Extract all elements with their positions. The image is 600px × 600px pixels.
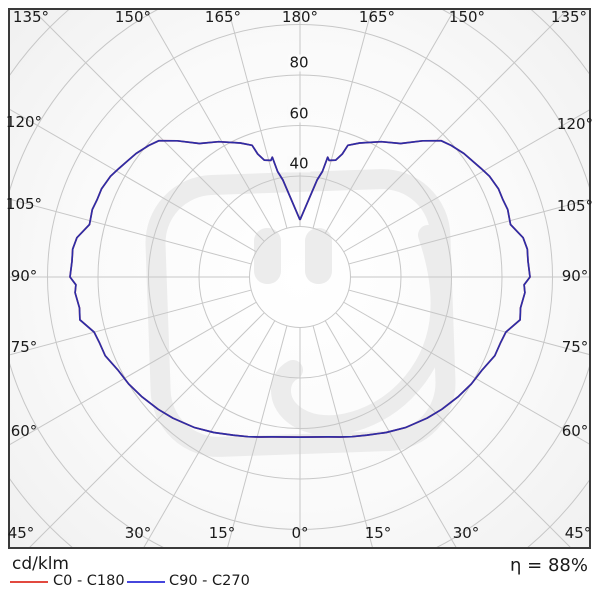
radial-tick-label-60: 60	[287, 104, 311, 122]
angle-label-right-0: 120°	[556, 115, 594, 133]
angle-label-top-3: 180°	[281, 8, 319, 26]
angle-label-top-4: 165°	[358, 8, 396, 26]
plot-frame	[8, 8, 591, 549]
angle-label-bottom-2: 15°	[208, 524, 236, 542]
legend-swatch-c90-c270	[127, 581, 165, 584]
angle-label-bottom-1: 30°	[124, 524, 152, 542]
curve-c90-c270	[69, 139, 531, 438]
angle-label-top-5: 150°	[448, 8, 486, 26]
angle-label-left-2: 90°	[10, 267, 38, 285]
angle-label-bottom-6: 45°	[564, 524, 592, 542]
legend-label-c0-c180: C0 - C180	[53, 573, 125, 589]
angle-label-top-0: 135°	[12, 8, 50, 26]
radial-tick-label-80: 80	[287, 53, 311, 72]
angle-label-left-3: 75°	[10, 338, 38, 356]
watermark-logo	[145, 169, 456, 457]
angle-label-bottom-4: 15°	[364, 524, 392, 542]
angle-label-right-3: 75°	[561, 338, 589, 356]
angle-label-left-0: 120°	[5, 113, 43, 131]
angle-label-top-1: 150°	[114, 8, 152, 26]
angle-label-bottom-5: 30°	[452, 524, 480, 542]
radial-tick-label-40: 40	[287, 154, 311, 173]
angle-label-right-4: 60°	[561, 422, 589, 440]
angle-label-right-2: 90°	[561, 267, 589, 285]
angle-label-left-4: 60°	[10, 422, 38, 440]
angle-label-left-1: 105°	[5, 195, 43, 213]
angle-label-right-1: 105°	[556, 197, 594, 215]
angle-label-top-6: 135°	[550, 8, 588, 26]
angle-label-bottom-3: 0°	[291, 524, 309, 542]
legend-label-c90-c270: C90 - C270	[169, 573, 250, 589]
legend: C0 - C180 C90 - C270	[0, 572, 420, 594]
efficiency-label: η = 88%	[510, 555, 588, 576]
angle-label-top-2: 165°	[204, 8, 242, 26]
legend-swatch-c0-c180	[10, 581, 48, 584]
angle-label-bottom-0: 45°	[7, 524, 35, 542]
unit-label: cd/klm	[12, 554, 69, 574]
